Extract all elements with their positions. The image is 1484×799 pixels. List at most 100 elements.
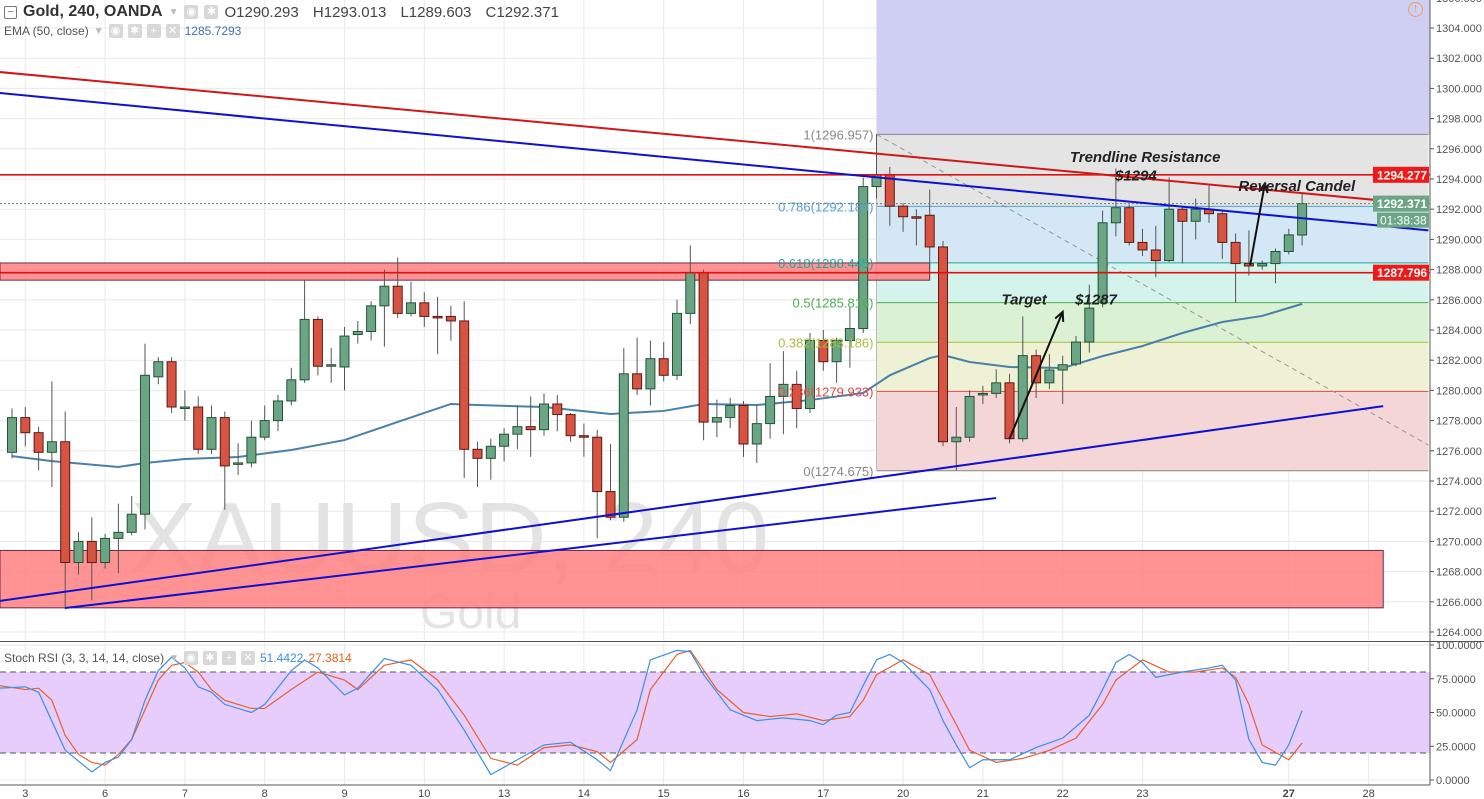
price-tick-label: 1278.000: [1436, 416, 1482, 428]
candle-bullish: [711, 417, 722, 423]
candle-bullish: [246, 436, 257, 464]
candle-bullish: [1071, 341, 1081, 365]
candle-bullish: [113, 531, 124, 539]
fib-band: [876, 262, 1429, 303]
price-tick-label: 1280.000: [1436, 385, 1482, 397]
gear-icon[interactable]: ✱: [202, 651, 217, 665]
candle-bullish: [765, 395, 776, 425]
candle-bearish: [86, 540, 97, 564]
close-icon[interactable]: ✕: [240, 651, 255, 665]
plus-icon[interactable]: +: [221, 651, 236, 665]
candle-bullish: [725, 405, 736, 419]
fib-level-label: 0.236(1279.933): [778, 384, 873, 399]
chevron-down-icon[interactable]: ▼: [168, 6, 179, 18]
candle-bullish: [1164, 208, 1175, 262]
chevron-down-icon[interactable]: ▼: [169, 652, 179, 664]
collapse-icon[interactable]: −: [4, 5, 17, 19]
candle-bullish: [618, 373, 629, 518]
candle-bearish: [1230, 241, 1241, 265]
candle-bullish: [977, 392, 988, 396]
gear-icon[interactable]: ✱: [204, 5, 219, 19]
annotation-text: $1294: [1114, 168, 1157, 185]
candle-bearish: [219, 417, 230, 467]
time-tick-label: 8: [262, 788, 268, 799]
arrow-head-icon: [1258, 181, 1269, 194]
candle-bearish: [565, 414, 576, 437]
trendline-red: [0, 71, 1410, 205]
candle-bullish: [645, 358, 656, 390]
candle-bearish: [924, 214, 935, 248]
candle-bullish: [46, 441, 57, 453]
candle-bullish: [485, 445, 496, 459]
trendline-blue: [65, 497, 997, 609]
close-value: C1292.371: [485, 3, 559, 21]
candle-bullish: [1257, 263, 1268, 267]
warning-icon[interactable]: !: [1408, 2, 1423, 17]
candle-bullish: [672, 312, 682, 376]
chevron-down-icon[interactable]: ▼: [93, 25, 104, 37]
eye-icon[interactable]: ◉: [183, 651, 198, 665]
open-value: O1290.293: [224, 3, 299, 21]
time-tick-label: 23: [1136, 788, 1148, 799]
price-tick-label: 1296.000: [1436, 144, 1482, 156]
candle-bearish: [698, 272, 709, 423]
annotation-text: $1287: [1074, 291, 1117, 308]
symbol-title[interactable]: Gold, 240, OANDA: [23, 3, 163, 20]
candle-bearish: [525, 426, 536, 431]
candle-bearish: [632, 373, 643, 390]
stoch-tick-label: 25.0000: [1436, 741, 1476, 753]
close-icon[interactable]: ✕: [165, 24, 180, 38]
gear-icon[interactable]: ✱: [127, 24, 142, 38]
candle-bullish: [964, 395, 975, 438]
candle-bearish: [419, 302, 430, 317]
candle-bullish: [539, 403, 549, 431]
price-tick-label: 1270.000: [1436, 536, 1482, 548]
time-tick-label: 21: [977, 788, 989, 799]
plus-icon[interactable]: +: [146, 24, 161, 38]
fib-level-label: 0.382(1283.186): [778, 335, 873, 350]
price-tick-label: 1292.000: [1436, 204, 1482, 216]
fib-band: [876, 342, 1429, 392]
time-tick-label: 9: [341, 788, 347, 799]
candle-bearish: [1124, 207, 1135, 243]
price-tick-label: 1266.000: [1436, 597, 1482, 609]
candle-bullish: [206, 417, 217, 450]
candle-bearish: [605, 491, 616, 518]
candle-bullish: [844, 327, 855, 342]
stoch-label[interactable]: Stoch RSI (3, 3, 14, 14, close): [4, 651, 165, 665]
price-tick-label: 1290.000: [1436, 234, 1482, 246]
candle-bearish: [459, 320, 470, 450]
ema-label[interactable]: EMA (50, close): [4, 24, 89, 38]
candle-bearish: [1150, 249, 1161, 262]
last-price-label: 1292.371: [1377, 197, 1427, 211]
price-tick-label: 1272.000: [1436, 506, 1482, 518]
stoch-tick-label: 100.0000: [1436, 640, 1482, 652]
candle-bearish: [738, 405, 749, 445]
candle-bearish: [392, 285, 403, 314]
trendline-blue: [0, 92, 1429, 232]
candle-bullish: [1057, 364, 1068, 371]
candle-bullish: [951, 436, 962, 443]
candle-bullish: [233, 462, 244, 465]
stoch-d-value: 27.3814: [308, 651, 352, 665]
arrow-line: [1249, 183, 1266, 266]
time-tick-label: 20: [897, 788, 909, 799]
candle-bullish: [1270, 250, 1281, 265]
candle-bearish: [445, 315, 456, 322]
time-tick-label: 15: [658, 788, 670, 799]
candle-bearish: [1177, 208, 1188, 222]
candle-bearish: [658, 358, 669, 376]
candle-bullish: [73, 540, 84, 564]
candle-bullish: [100, 537, 111, 564]
price-tick-label: 1284.000: [1436, 325, 1482, 337]
eye-icon[interactable]: ◉: [184, 5, 199, 19]
support-resistance-zone: [0, 262, 931, 281]
eye-icon[interactable]: ◉: [108, 24, 123, 38]
candle-bullish: [259, 420, 270, 438]
projection-box: [876, 0, 1430, 135]
annotation-text: Target: [1001, 291, 1047, 308]
time-tick-label: 7: [182, 788, 188, 799]
candle-bearish: [166, 361, 177, 408]
